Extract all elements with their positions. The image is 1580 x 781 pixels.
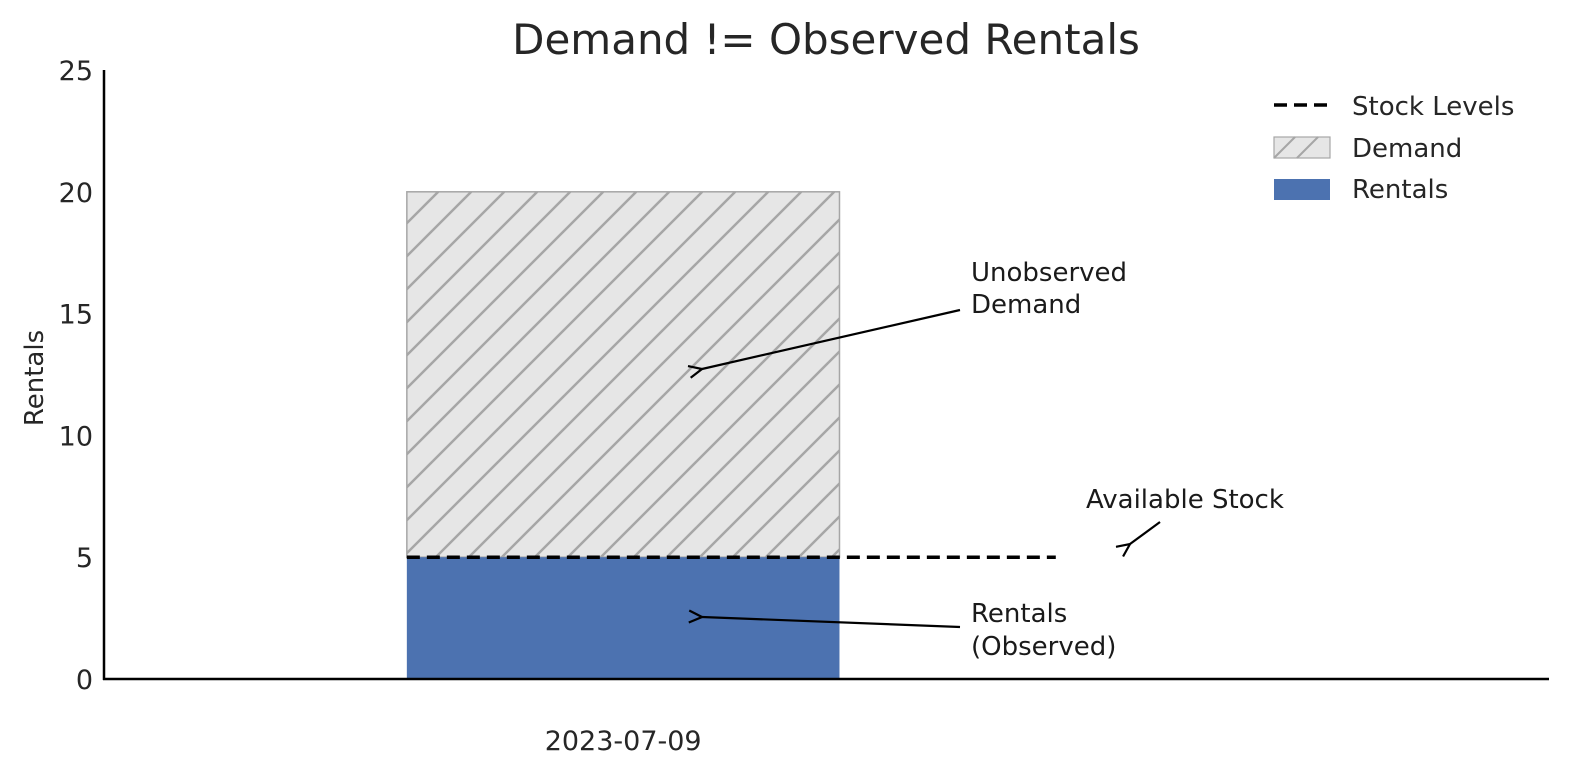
plot-area [406, 191, 1056, 679]
y-tick-label: 25 [59, 56, 93, 87]
legend-label: Rentals [1352, 175, 1448, 205]
demand-bar [406, 191, 841, 558]
legend: Stock Levels Demand Rentals [1273, 92, 1514, 205]
annotation-arrow [702, 308, 961, 369]
chart-title: Demand != Observed Rentals [512, 15, 1140, 64]
legend-item-demand: Demand [1273, 134, 1462, 164]
annotation-arrow [702, 617, 961, 629]
y-tick-label: 15 [59, 300, 93, 331]
annotation-text: (Observed) [971, 632, 1116, 662]
annotation-text: Unobserved [971, 258, 1127, 288]
legend-item-stock-levels: Stock Levels [1274, 92, 1514, 122]
annotation-unobserved-demand: Unobserved Demand [702, 258, 1127, 369]
y-tick-labels: 0 5 10 15 20 25 [59, 56, 93, 696]
legend-swatch-hatch [1273, 136, 1296, 159]
annotation-text: Demand [971, 290, 1081, 320]
y-tick-label: 5 [76, 543, 93, 574]
legend-swatch-rentals [1274, 179, 1330, 200]
legend-swatch-demand [1273, 136, 1331, 159]
annotation-available-stock: Available Stock [1086, 485, 1284, 544]
legend-label: Demand [1352, 134, 1462, 164]
x-tick-label: 2023-07-09 [545, 726, 702, 757]
y-tick-label: 0 [76, 665, 93, 696]
annotation-arrow [1130, 521, 1161, 544]
y-tick-label: 20 [59, 178, 93, 209]
legend-label: Stock Levels [1352, 92, 1514, 122]
annotation-rentals-observed: Rentals (Observed) [702, 599, 1116, 662]
annotation-text: Available Stock [1086, 485, 1284, 515]
legend-swatch-hatch [1296, 136, 1319, 159]
y-axis-label: Rentals [20, 330, 50, 426]
legend-item-rentals: Rentals [1274, 175, 1448, 205]
rentals-bar [406, 557, 840, 679]
annotation-text: Rentals [971, 599, 1067, 629]
axes [102, 70, 1549, 681]
y-tick-label: 10 [59, 421, 93, 452]
